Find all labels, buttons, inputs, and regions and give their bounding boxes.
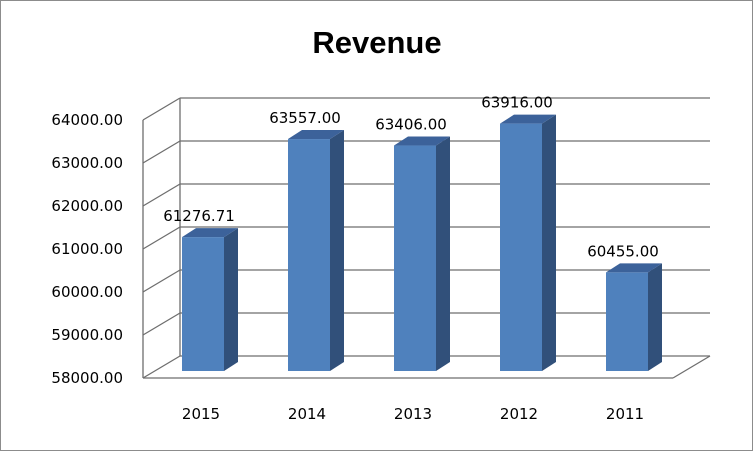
x-tick-label: 2015 [182, 405, 220, 423]
x-tick-label: 2011 [606, 405, 644, 423]
x-tick-label: 2013 [394, 405, 432, 423]
bar-top [606, 263, 662, 273]
gridline-side [142, 97, 181, 121]
bar-front [182, 237, 224, 371]
data-labels: 61276.71 63557.00 63406.00 63916.00 60455.00 [163, 94, 659, 261]
data-label: 60455.00 [587, 242, 659, 260]
bar-top [182, 228, 238, 238]
gridline-side [142, 312, 181, 336]
bar-top [394, 136, 450, 146]
gridline-side [142, 140, 181, 164]
bars [182, 114, 662, 371]
floor-right-edge [672, 355, 711, 379]
data-label: 61276.71 [163, 207, 235, 225]
y-axis-ticks: 58000.00 59000.00 60000.00 61000.00 62000.00… [51, 111, 123, 387]
bar-2011 [606, 263, 662, 371]
gridline-side [142, 269, 181, 293]
bar-front [606, 272, 648, 371]
bar-side [542, 114, 556, 371]
y-tick-label: 62000.00 [51, 197, 123, 215]
bar-side [330, 130, 344, 371]
gridline-side [142, 355, 181, 379]
bar-top [288, 130, 344, 140]
data-label: 63916.00 [481, 94, 553, 112]
bar-front [394, 145, 436, 371]
y-tick-label: 61000.00 [51, 240, 123, 258]
y-tick-label: 60000.00 [51, 283, 123, 301]
data-label: 63557.00 [269, 109, 341, 127]
bar-top [500, 114, 556, 124]
bar-2012 [500, 114, 556, 371]
bar-side [224, 228, 238, 371]
x-tick-label: 2012 [500, 405, 538, 423]
chart-title: Revenue [312, 25, 441, 60]
bar-2015 [182, 228, 238, 371]
bar-2014 [288, 130, 344, 371]
x-axis-ticks: 2015 2014 2013 2012 2011 [182, 405, 644, 423]
y-tick-label: 63000.00 [51, 154, 123, 172]
bar-front [500, 123, 542, 371]
bar-side [436, 136, 450, 371]
bar-2013 [394, 136, 450, 371]
bar-side [648, 263, 662, 371]
gridline-side [142, 226, 181, 250]
bar-front [288, 139, 330, 371]
gridline-side [142, 183, 181, 207]
data-label: 63406.00 [375, 116, 447, 134]
y-tick-label: 59000.00 [51, 326, 123, 344]
y-tick-label: 58000.00 [51, 369, 123, 387]
x-tick-label: 2014 [288, 405, 326, 423]
y-tick-label: 64000.00 [51, 111, 123, 129]
